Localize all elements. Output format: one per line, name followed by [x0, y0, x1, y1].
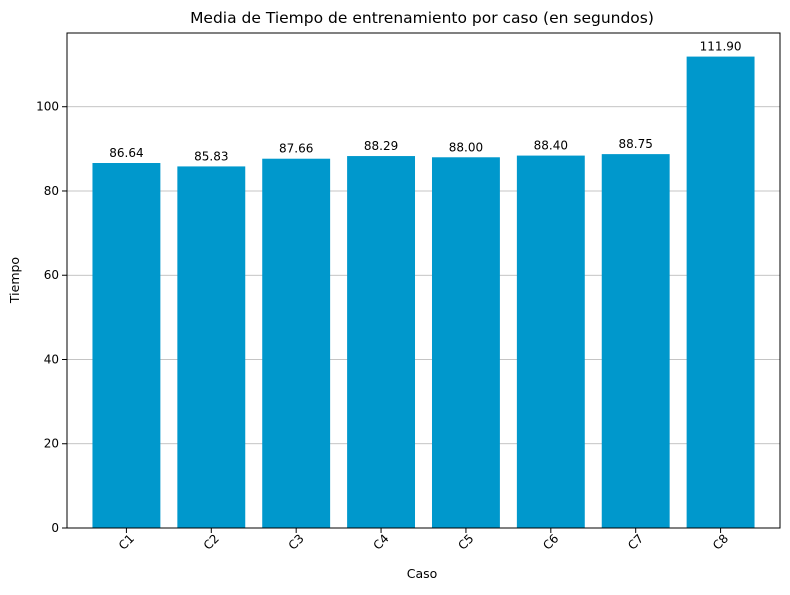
plot-frame	[66, 32, 781, 529]
data-labels: 86.64 85.83 87.66 88.29 88.00 88.40 88.75 111.9…	[109, 40, 741, 164]
data-label: 88.75	[619, 137, 653, 151]
data-label: 87.66	[279, 142, 313, 156]
data-label: 111.90	[700, 40, 742, 54]
bar	[347, 156, 416, 528]
bar	[177, 166, 246, 528]
data-label: 85.83	[194, 149, 228, 163]
y-tick-label: 40	[44, 352, 59, 366]
bar	[431, 157, 500, 528]
x-tick-label: C6	[540, 531, 561, 552]
bar	[516, 155, 585, 528]
y-tick-label: 80	[44, 184, 59, 198]
bar	[686, 56, 755, 528]
x-tick-label: C8	[710, 531, 731, 552]
y-axis-label: Tiempo	[7, 257, 22, 304]
data-label: 88.00	[449, 140, 483, 154]
x-axis-label: Caso	[407, 566, 438, 581]
y-tick-label: 60	[44, 268, 59, 282]
bar	[92, 163, 161, 528]
axes	[66, 32, 781, 529]
y-tick-label: 20	[44, 437, 59, 451]
x-tick-label: C7	[625, 531, 646, 552]
x-tick-label: C1	[116, 531, 137, 552]
x-tick-label: C4	[370, 531, 391, 552]
x-tick-label: C5	[455, 531, 476, 552]
gridlines	[67, 106, 780, 445]
x-tick-label: C2	[201, 531, 222, 552]
data-label: 88.40	[534, 139, 568, 153]
bar	[262, 158, 331, 529]
y-tick-label: 100	[36, 100, 59, 114]
bar	[601, 154, 670, 529]
bars	[92, 56, 755, 529]
x-tick-label: C3	[286, 531, 307, 552]
y-tick-label: 0	[51, 521, 59, 535]
data-label: 88.29	[364, 139, 398, 153]
data-label: 86.64	[109, 146, 143, 160]
chart-title: Media de Tiempo de entrenamiento por cas…	[190, 9, 654, 27]
